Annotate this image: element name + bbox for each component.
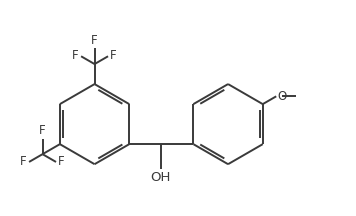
Text: F: F bbox=[20, 156, 27, 168]
Text: F: F bbox=[72, 49, 79, 62]
Text: F: F bbox=[110, 49, 117, 62]
Text: F: F bbox=[39, 124, 46, 137]
Text: O: O bbox=[277, 90, 287, 103]
Text: F: F bbox=[58, 156, 65, 168]
Text: F: F bbox=[91, 34, 98, 47]
Text: OH: OH bbox=[150, 171, 171, 184]
